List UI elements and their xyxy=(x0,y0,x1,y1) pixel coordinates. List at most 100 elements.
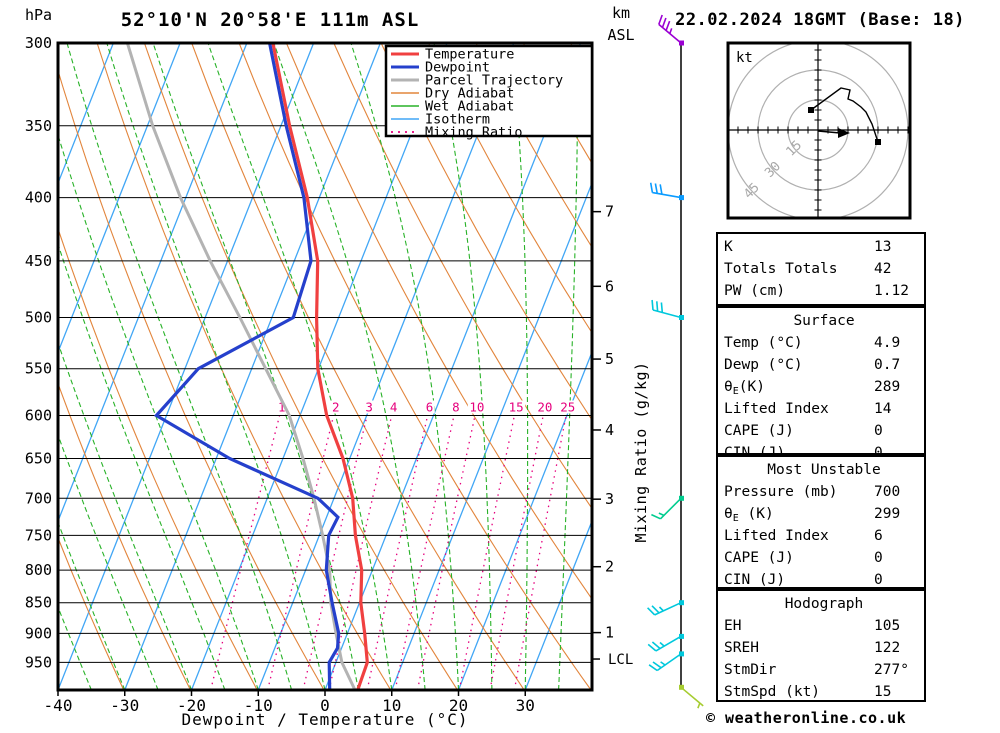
row-value: 105 xyxy=(874,618,901,634)
row-value: 4.9 xyxy=(874,335,901,351)
svg-text:850: 850 xyxy=(25,594,52,612)
row-value: 700 xyxy=(874,484,901,500)
svg-text:20: 20 xyxy=(537,400,552,415)
table-header: Surface xyxy=(793,313,855,329)
svg-text:300: 300 xyxy=(25,34,52,52)
svg-text:20: 20 xyxy=(449,696,468,715)
svg-text:350: 350 xyxy=(25,117,52,135)
svg-text:950: 950 xyxy=(25,653,52,671)
svg-text:25: 25 xyxy=(560,400,575,415)
wind-barb-station-dot xyxy=(679,600,684,606)
svg-text:kt: kt xyxy=(736,50,753,66)
table-row: StmDir 277° xyxy=(724,659,924,681)
table-row: Temp (°C) 4.9 xyxy=(724,332,924,354)
plot-frame xyxy=(56,41,594,692)
svg-text:1: 1 xyxy=(278,400,286,415)
svg-text:3: 3 xyxy=(605,490,614,508)
run-title: 22.02.2024 18GMT (Base: 18) xyxy=(675,10,965,30)
svg-text:0: 0 xyxy=(320,696,330,715)
row-label: CAPE (J) xyxy=(724,423,794,439)
svg-text:6: 6 xyxy=(605,277,614,295)
storm-motion-arrow xyxy=(838,128,850,138)
row-label: StmSpd (kt) xyxy=(724,684,821,700)
table-row: θE(K) 289 xyxy=(724,376,924,398)
svg-text:7: 7 xyxy=(605,203,614,221)
svg-text:600: 600 xyxy=(25,406,52,424)
table-header: Most Unstable xyxy=(767,462,881,478)
index-table-most-unstable: Most Unstable Pressure (mb) 700 θE (K) 299 Li… xyxy=(716,455,926,589)
wind-barb-staff xyxy=(647,14,704,709)
table-header: Hodograph xyxy=(784,596,864,612)
row-label: CAPE (J) xyxy=(724,550,794,566)
row-value: 289 xyxy=(874,379,901,395)
asl-axis-unit: ASL xyxy=(607,26,635,44)
svg-text:450: 450 xyxy=(25,252,52,270)
svg-text:LCL: LCL xyxy=(608,652,633,668)
svg-text:700: 700 xyxy=(25,489,52,507)
index-table-surface: Surface Temp (°C) 4.9 Dewp (°C) 0.7 θE(K) 289 L… xyxy=(716,306,926,461)
table-row: PW (cm) 1.12 xyxy=(724,280,924,302)
table-row: K 13 xyxy=(724,236,924,258)
table-row: EH 105 xyxy=(724,615,924,637)
table-row: Totals Totals 42 xyxy=(724,258,924,280)
svg-text:5: 5 xyxy=(605,350,614,368)
row-label: Lifted Index xyxy=(724,401,829,417)
pressure-tick-labels: 300 350 400 450 500 550 600 650 700 750 800 850 900 9… xyxy=(25,34,52,671)
table-row: Pressure (mb) 700 xyxy=(724,481,924,503)
dewpoint-curve xyxy=(153,43,341,690)
svg-text:Isotherm: Isotherm xyxy=(425,112,490,128)
table-row: Lifted Index 6 xyxy=(724,525,924,547)
table-row: CIN (J) 0 xyxy=(724,569,924,591)
svg-text:500: 500 xyxy=(25,309,52,327)
table-row: StmSpd (kt) 15 xyxy=(724,681,924,703)
row-label: θE(K) xyxy=(724,379,765,397)
svg-text:6: 6 xyxy=(426,400,434,415)
wind-barb-station-dot xyxy=(679,315,684,320)
row-label: PW (cm) xyxy=(724,283,786,299)
svg-text:800: 800 xyxy=(25,561,52,579)
svg-text:-20: -20 xyxy=(177,696,206,715)
wind-barb-station-dot xyxy=(679,684,684,690)
table-row: CAPE (J) 0 xyxy=(724,547,924,569)
svg-text:550: 550 xyxy=(25,360,52,378)
wind-barb-station-dot xyxy=(679,40,684,46)
temperature-curve xyxy=(271,43,369,690)
svg-text:8: 8 xyxy=(452,400,460,415)
row-value: 277° xyxy=(874,662,909,678)
row-label: Temp (°C) xyxy=(724,335,803,351)
svg-text:Parcel Trajectory: Parcel Trajectory xyxy=(425,73,563,89)
row-label: θE (K) xyxy=(724,506,774,524)
svg-text:-30: -30 xyxy=(110,696,139,715)
row-value: 299 xyxy=(874,506,901,522)
svg-text:15: 15 xyxy=(509,400,524,415)
svg-text:650: 650 xyxy=(25,450,52,468)
row-label: Lifted Index xyxy=(724,528,829,544)
svg-text:2: 2 xyxy=(332,400,340,415)
x-axis-title: Dewpoint / Temperature (°C) xyxy=(181,710,469,729)
row-label: Pressure (mb) xyxy=(724,484,838,500)
svg-text:-10: -10 xyxy=(244,696,273,715)
mixing-ratio-labels: 1 2 3 4 6 8 10 15 20 25 xyxy=(276,400,577,415)
row-value: 14 xyxy=(874,401,892,417)
svg-text:4: 4 xyxy=(390,400,398,415)
row-label: EH xyxy=(724,618,742,634)
wind-barb-station-dot xyxy=(679,633,684,639)
svg-text:Temperature: Temperature xyxy=(425,47,514,63)
row-value: 0 xyxy=(874,572,883,588)
wind-barb-station-dot xyxy=(679,495,684,501)
station-title: 52°10'N 20°58'E 111m ASL xyxy=(120,9,420,31)
temperature-tick-labels: -40 -30 -20 -10 0 10 20 30 xyxy=(44,691,535,715)
pressure-unit-label: hPa xyxy=(25,6,53,24)
svg-text:Mixing Ratio: Mixing Ratio xyxy=(425,125,523,141)
table-row: Lifted Index 14 xyxy=(724,398,924,420)
svg-text:400: 400 xyxy=(25,189,52,207)
svg-text:Wet Adiabat: Wet Adiabat xyxy=(425,99,514,115)
index-table-hodograph: Hodograph EH 105 SREH 122 StmDir 277° StmSpd (k… xyxy=(716,589,926,702)
wind-barb-station-dot xyxy=(679,651,684,657)
row-value: 122 xyxy=(874,640,901,656)
row-value: 0 xyxy=(874,423,883,439)
